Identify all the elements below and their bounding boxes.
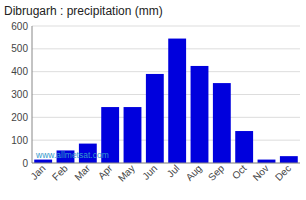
grid-line	[32, 71, 300, 72]
bars	[34, 39, 298, 163]
bar	[34, 160, 52, 163]
x-tick-label: Jul	[165, 163, 182, 180]
x-tick-label: Apr	[96, 162, 115, 181]
bar	[235, 131, 253, 163]
y-tick-label: 0	[22, 158, 28, 169]
chart: Dibrugarh : precipitation (mm) 0 100 200 300…	[0, 0, 306, 200]
bar	[213, 83, 231, 163]
chart-container: Dibrugarh : precipitation (mm) 0 100 200 300…	[0, 0, 306, 200]
y-tick-label: 400	[11, 66, 28, 77]
y-tick-label: 100	[11, 135, 28, 146]
bar	[124, 107, 142, 163]
x-tick-label: Oct	[230, 162, 249, 181]
x-tick-label: Jun	[140, 163, 159, 182]
x-tick-label: Dec	[273, 163, 293, 183]
y-tick-label: 600	[11, 21, 28, 32]
y-axis	[32, 26, 33, 163]
x-tick-label: Feb	[50, 162, 70, 182]
x-axis	[32, 163, 300, 164]
watermark: www.allmetsat.com	[35, 150, 109, 160]
y-tick-label: 200	[11, 112, 28, 123]
grid-line	[32, 140, 300, 141]
y-tick-label: 300	[11, 89, 28, 100]
x-tick-label: Mar	[72, 162, 92, 182]
grid-line	[32, 94, 300, 95]
grid-line	[32, 48, 300, 49]
bar	[168, 39, 186, 163]
x-tick-label: Aug	[184, 163, 204, 183]
grid-line	[32, 117, 300, 118]
x-tick-label: Nov	[251, 163, 271, 183]
x-tick-label: May	[116, 163, 137, 184]
title: Dibrugarh : precipitation (mm)	[4, 4, 163, 18]
grid-line	[32, 26, 300, 27]
bar	[191, 66, 209, 163]
bar	[258, 160, 276, 163]
grid-line	[32, 163, 300, 164]
x-tick-label: Sep	[206, 162, 227, 183]
x-tick-label: Jan	[28, 163, 47, 182]
bar	[146, 74, 164, 163]
y-tick-label: 500	[11, 43, 28, 54]
bar	[280, 156, 298, 163]
